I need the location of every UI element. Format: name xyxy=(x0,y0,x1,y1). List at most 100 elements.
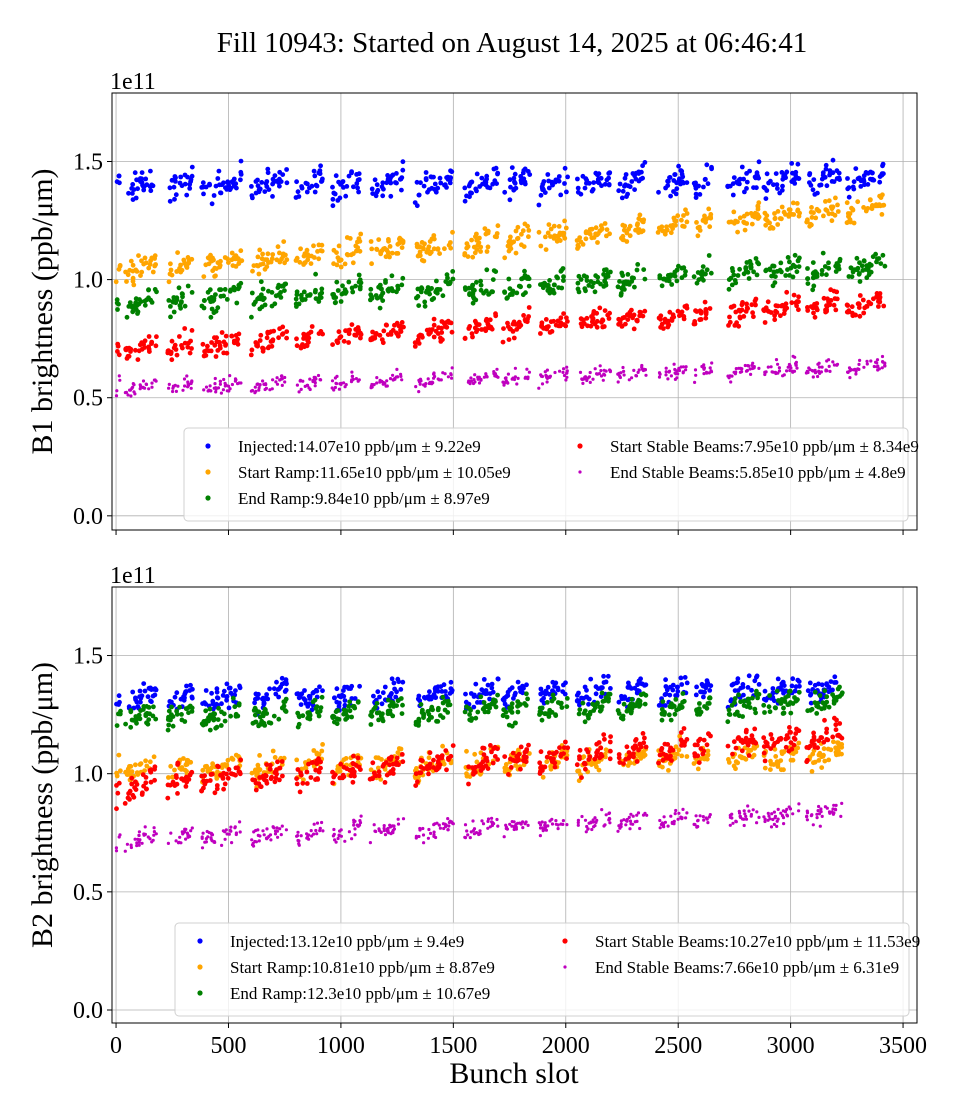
data-point xyxy=(311,689,317,695)
data-point xyxy=(795,161,801,167)
data-point xyxy=(526,377,530,381)
data-point xyxy=(442,699,448,704)
data-point xyxy=(261,829,265,833)
data-point xyxy=(629,275,635,281)
data-point xyxy=(590,760,595,766)
data-point xyxy=(236,331,242,337)
data-point xyxy=(508,234,513,240)
data-point xyxy=(627,378,631,382)
data-point xyxy=(180,291,185,297)
data-point xyxy=(774,182,780,188)
data-point xyxy=(829,206,835,212)
data-point xyxy=(749,302,755,308)
data-point xyxy=(772,216,778,222)
data-point xyxy=(297,390,301,394)
data-point xyxy=(423,176,429,181)
data-point xyxy=(279,256,284,262)
data-point xyxy=(635,227,640,232)
data-point xyxy=(593,225,599,231)
data-point xyxy=(146,295,151,301)
data-point xyxy=(256,691,261,697)
data-point xyxy=(275,759,280,765)
data-point xyxy=(330,379,335,383)
data-point xyxy=(616,755,622,761)
data-point xyxy=(674,180,679,186)
data-point xyxy=(624,230,630,236)
data-point xyxy=(413,783,419,788)
data-point xyxy=(846,214,851,220)
data-point xyxy=(524,747,530,752)
data-point xyxy=(591,180,597,186)
data-point xyxy=(265,330,271,336)
data-point xyxy=(383,381,387,385)
data-point xyxy=(682,739,688,745)
data-point xyxy=(552,760,558,766)
data-point xyxy=(695,233,701,239)
data-point xyxy=(229,333,235,339)
data-point xyxy=(272,755,278,760)
data-point xyxy=(512,186,517,192)
data-point xyxy=(581,321,587,326)
data-point xyxy=(763,268,769,274)
data-point xyxy=(218,723,224,728)
data-point xyxy=(599,690,605,696)
data-point xyxy=(538,192,544,198)
data-point xyxy=(585,749,591,755)
data-point xyxy=(857,260,862,266)
data-point xyxy=(848,376,852,380)
data-point xyxy=(412,340,418,345)
data-point xyxy=(125,771,131,776)
data-point xyxy=(811,734,817,740)
data-point xyxy=(265,166,271,172)
data-point xyxy=(678,730,684,735)
data-point xyxy=(233,688,238,693)
data-point xyxy=(630,376,634,380)
data-point xyxy=(176,384,180,388)
data-point xyxy=(294,691,300,697)
data-point xyxy=(439,325,444,331)
data-point xyxy=(617,279,622,284)
data-point xyxy=(593,273,599,279)
data-point xyxy=(703,307,709,312)
data-point xyxy=(781,173,786,179)
data-point xyxy=(766,365,770,369)
data-point xyxy=(439,319,445,324)
data-point xyxy=(220,843,224,848)
data-point xyxy=(375,689,381,695)
data-point xyxy=(284,167,289,172)
data-point xyxy=(735,688,741,693)
data-point xyxy=(558,753,564,759)
data-point xyxy=(749,737,755,743)
data-point xyxy=(707,371,711,375)
data-point xyxy=(419,240,425,245)
data-point xyxy=(398,176,404,182)
data-point xyxy=(336,329,342,335)
data-point xyxy=(378,777,384,782)
data-point xyxy=(764,218,770,224)
data-point xyxy=(440,293,446,299)
data-point xyxy=(777,366,782,370)
data-point xyxy=(216,705,222,711)
data-point xyxy=(352,705,358,711)
data-point xyxy=(785,255,791,260)
data-point xyxy=(663,703,668,708)
data-point xyxy=(726,711,732,717)
legend-entry: Start Ramp:11.65e10 ppb/μm ± 10.05e9 xyxy=(238,463,511,482)
y-tick-label: 0.5 xyxy=(73,386,103,412)
data-point xyxy=(808,304,814,309)
data-point xyxy=(484,173,490,179)
data-point xyxy=(436,377,440,381)
data-point xyxy=(428,707,434,712)
data-point xyxy=(705,181,711,187)
data-point xyxy=(795,677,801,683)
data-point xyxy=(201,831,205,835)
data-point xyxy=(701,694,706,700)
data-point xyxy=(141,783,147,789)
data-point xyxy=(380,180,386,186)
data-point xyxy=(308,261,314,266)
data-point xyxy=(267,766,273,772)
data-point xyxy=(215,763,221,769)
data-point xyxy=(395,676,401,682)
data-point xyxy=(673,697,679,702)
data-point xyxy=(357,683,362,689)
